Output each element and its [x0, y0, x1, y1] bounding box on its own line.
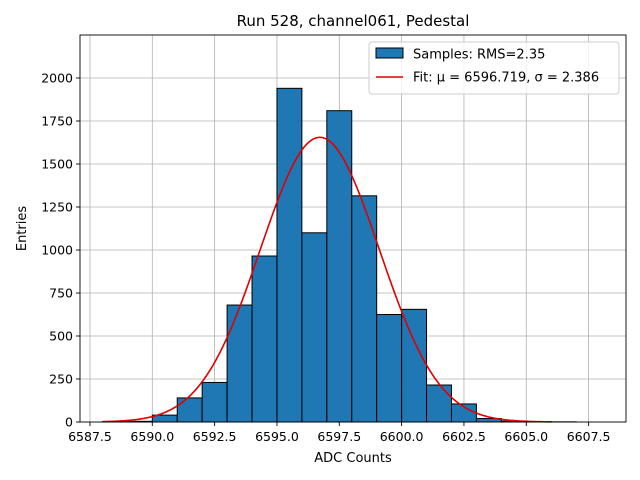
x-tick-label: 6602.5 [442, 429, 486, 444]
y-tick-label: 500 [49, 329, 73, 344]
histogram-bar [276, 87, 303, 423]
legend-label-samples: Samples: RMS=2.35 [413, 48, 545, 63]
x-tick-label: 6592.5 [193, 429, 237, 444]
legend: Samples: RMS=2.35 Fit: μ = 6596.719, σ =… [368, 41, 620, 95]
histogram-bar [301, 232, 328, 423]
legend-box [368, 41, 620, 95]
legend-label-fit: Fit: μ = 6596.719, σ = 2.386 [413, 71, 599, 86]
y-tick-label: 250 [49, 372, 73, 387]
histogram-bar [426, 384, 452, 423]
fit-curve-layer [102, 136, 552, 423]
x-tick-label: 6587.5 [68, 429, 112, 444]
plot-frame [79, 34, 627, 423]
histogram-bar [226, 304, 253, 423]
x-axis-label: ADC Counts [314, 451, 392, 466]
x-tick-label: 6605.0 [504, 429, 548, 444]
y-tick-label: 1500 [41, 157, 73, 172]
y-tick-label: 1250 [41, 200, 73, 215]
histogram-bar [351, 195, 378, 423]
x-tick-label: 6595.0 [255, 429, 299, 444]
histogram-bar [176, 397, 203, 423]
x-tick-label: 6590.0 [130, 429, 174, 444]
histogram-bar [251, 255, 278, 423]
x-tick-label: 6600.0 [380, 429, 424, 444]
chart-title: Run 528, channel061, Pedestal [237, 12, 470, 30]
histogram-bar [401, 308, 428, 423]
y-tick-label: 1750 [41, 114, 73, 129]
histogram-bar [326, 110, 353, 423]
legend-swatch-samples [375, 47, 404, 59]
y-tick-label: 1000 [41, 243, 73, 258]
x-tick-label: 6597.5 [317, 429, 361, 444]
y-tick-label: 0 [65, 415, 73, 430]
histogram-bars [101, 87, 577, 423]
y-tick-label: 2000 [41, 71, 73, 86]
y-axis-label: Entries [15, 206, 30, 252]
histogram-bar [376, 314, 403, 423]
axis-ticks: 6587.5 6590.0 6592.5 6595.0 6597.5 6600.0 6602… [41, 71, 610, 445]
fit-curve [102, 136, 552, 423]
histogram-bar [201, 381, 228, 423]
y-tick-label: 750 [49, 286, 73, 301]
x-tick-label: 6607.5 [567, 429, 611, 444]
